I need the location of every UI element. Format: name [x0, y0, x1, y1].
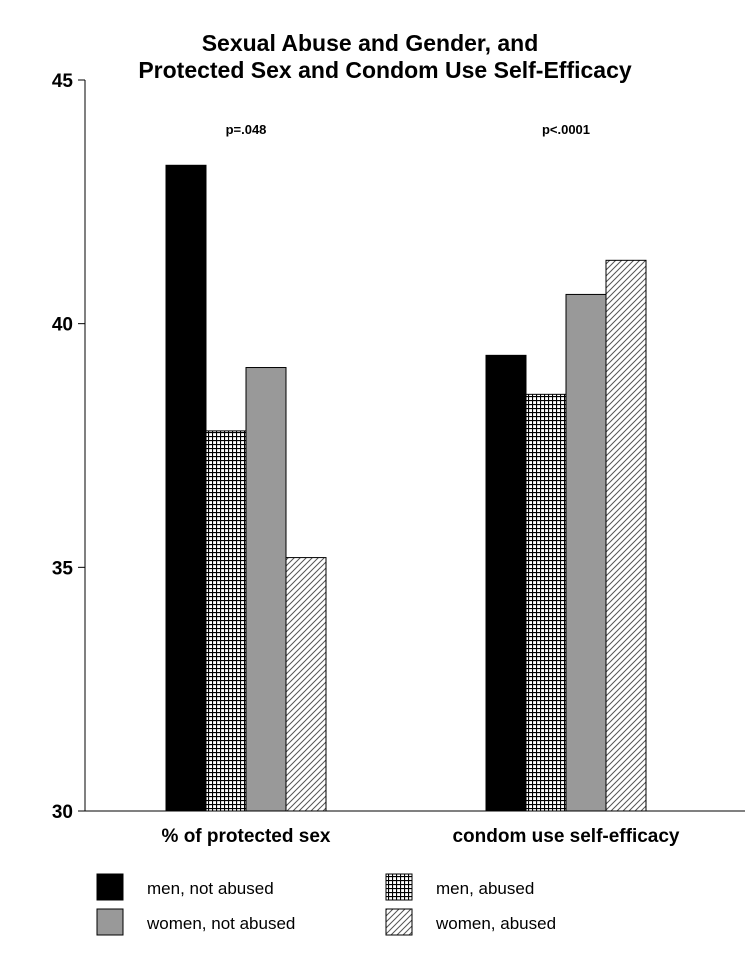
legend-label: men, not abused: [147, 879, 274, 898]
y-tick-label: 35: [52, 558, 74, 579]
y-tick-label: 40: [52, 315, 73, 336]
legend-swatch: [385, 908, 413, 936]
x-axis-categories: % of protected sex condom use self-effica…: [162, 826, 680, 847]
p-value-annotation: p<.0001: [542, 122, 590, 137]
bar-protected-sex-series-2: [205, 430, 247, 812]
bar-protected-sex-series-1: [165, 164, 207, 812]
bars: [165, 164, 647, 812]
y-tick-label: 30: [52, 802, 73, 823]
legend-swatch: [96, 908, 124, 936]
bar-self-efficacy-series-2: [525, 393, 567, 812]
legend: men, not abused men, abused women, not abu…: [96, 873, 556, 936]
legend-label: men, abused: [436, 879, 534, 898]
y-axis-ticks: 30 35 40 45: [52, 71, 85, 823]
bar-self-efficacy-series-4: [605, 259, 647, 812]
bar-protected-sex-series-4: [285, 557, 327, 812]
y-tick-label: 45: [52, 71, 74, 92]
chart-subtitle: Protected Sex and Condom Use Self-Effica…: [138, 57, 632, 83]
annotations: p=.048 p<.0001: [226, 122, 590, 137]
bar-protected-sex-series-3: [245, 367, 287, 812]
x-category-label: condom use self-efficacy: [452, 826, 679, 847]
legend-label: women, abused: [435, 914, 556, 933]
legend-swatch: [385, 873, 413, 901]
x-category-label: % of protected sex: [162, 826, 331, 847]
chart-title: Sexual Abuse and Gender, and: [202, 30, 539, 56]
bar-self-efficacy-series-3: [565, 293, 607, 812]
bar-self-efficacy-series-1: [485, 354, 527, 812]
legend-label: women, not abused: [146, 914, 295, 933]
p-value-annotation: p=.048: [226, 122, 267, 137]
legend-swatch: [96, 873, 124, 901]
